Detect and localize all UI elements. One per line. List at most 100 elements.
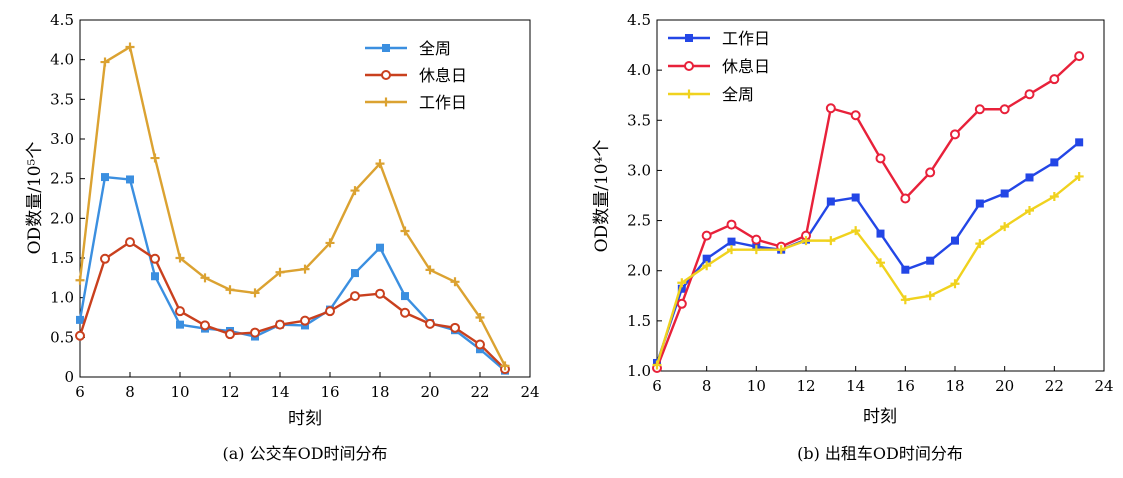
x-axis-label-b: 时刻 (863, 407, 897, 427)
data-point (951, 236, 959, 245)
data-point (950, 129, 960, 140)
y-tick-label: 4.0 (50, 51, 74, 69)
data-point (925, 291, 935, 301)
data-point (677, 278, 687, 288)
data-point (974, 104, 985, 115)
x-tick-label: 22 (1045, 377, 1064, 395)
data-point (350, 186, 360, 196)
data-point (876, 229, 885, 238)
data-point (676, 298, 687, 309)
data-point (727, 237, 736, 246)
data-point (701, 230, 712, 241)
y-tick-label: 4.5 (50, 11, 74, 29)
tick-group-b: 6 8 10 12 14 16 18 20 22 24 1.0 1.5 2.0 2.5 3.0 3.5 4.0 4… (627, 11, 1113, 395)
y-tick-label: 2.0 (627, 262, 651, 280)
x-tick-label: 14 (270, 383, 289, 401)
data-point (450, 277, 460, 287)
data-point (401, 292, 409, 301)
data-point (1000, 222, 1010, 232)
data-point (350, 291, 360, 302)
data-point (999, 104, 1010, 115)
y-tick-label: 2.5 (627, 212, 651, 230)
data-point (975, 239, 985, 249)
data-point (1074, 51, 1085, 62)
y-axis-label-a: OD数量/10⁵个 (25, 142, 45, 255)
data-point (400, 226, 410, 236)
legend-label: 工作日 (722, 29, 770, 48)
data-point (1050, 158, 1059, 167)
data-point (876, 258, 885, 268)
series-group-b (652, 51, 1085, 373)
legend-label: 全周 (419, 39, 451, 58)
chart-panel-a: 6 8 10 12 14 16 18 20 22 24 0 0.5 1.0 1.5 2.0 2.5 3.0 3.5… (25, 11, 540, 463)
x-tick-label: 8 (125, 383, 135, 401)
series-group-a (75, 42, 510, 375)
data-point (652, 360, 662, 370)
data-point (851, 193, 860, 202)
data-point (1075, 138, 1084, 147)
x-tick-label: 12 (220, 383, 239, 401)
data-point (375, 288, 385, 299)
x-tick-label: 6 (75, 383, 85, 401)
data-point (100, 57, 110, 67)
data-point (1074, 171, 1084, 181)
data-point (826, 236, 836, 246)
data-point (125, 42, 135, 52)
legend-marker (382, 44, 390, 52)
legend-marker (684, 61, 694, 71)
legend-label: 休息日 (722, 57, 770, 76)
data-point (926, 256, 935, 265)
tick-group-a: 6 8 10 12 14 16 18 20 22 24 0 0.5 1.0 1.5 2.0 2.5 3.0 3.5… (50, 11, 539, 401)
data-point (275, 267, 285, 277)
legend-marker (381, 97, 391, 107)
y-tick-label: 1.5 (50, 249, 74, 267)
y-tick-label: 1.5 (627, 312, 651, 330)
data-point (75, 330, 85, 341)
x-axis-label-a: 时刻 (288, 409, 322, 429)
x-tick-label: 24 (520, 383, 539, 401)
y-tick-label: 1.0 (50, 289, 74, 307)
data-point (727, 245, 736, 255)
chart-panel-b: 6 8 10 12 14 16 18 20 22 24 1.0 1.5 2.0 2.5 3.0 3.5 4.0 4… (592, 11, 1114, 463)
legend-label: 全周 (722, 85, 754, 104)
data-point (175, 253, 185, 263)
data-point (300, 264, 310, 274)
y-tick-label: 4.5 (627, 11, 651, 29)
x-tick-label: 10 (747, 377, 766, 395)
data-point (801, 236, 811, 246)
x-tick-label: 18 (945, 377, 964, 395)
data-point (150, 253, 160, 264)
series-line (78, 45, 507, 367)
series-line (655, 141, 1080, 364)
x-tick-label: 22 (470, 383, 489, 401)
data-point (1049, 192, 1059, 202)
data-point (1025, 206, 1034, 216)
data-point (950, 279, 960, 289)
data-point (875, 153, 886, 164)
data-point (751, 234, 762, 245)
data-point (1024, 89, 1035, 100)
data-point (150, 153, 160, 163)
data-point (900, 193, 911, 204)
data-point (702, 261, 712, 271)
data-point (1049, 74, 1060, 85)
x-tick-label: 16 (320, 383, 339, 401)
data-point (850, 110, 861, 121)
legend-marker (684, 89, 694, 99)
data-point (250, 288, 260, 298)
data-point (851, 226, 861, 236)
data-point (475, 339, 485, 350)
data-point (475, 313, 485, 322)
y-tick-label: 3.5 (627, 111, 651, 129)
x-tick-label: 18 (370, 383, 389, 401)
data-point (125, 237, 135, 248)
data-point (400, 307, 410, 318)
y-tick-label: 0.5 (50, 328, 74, 346)
x-tick-label: 14 (846, 377, 865, 395)
x-tick-label: 6 (652, 377, 662, 395)
legend-label: 休息日 (419, 66, 467, 85)
data-point (275, 319, 285, 330)
